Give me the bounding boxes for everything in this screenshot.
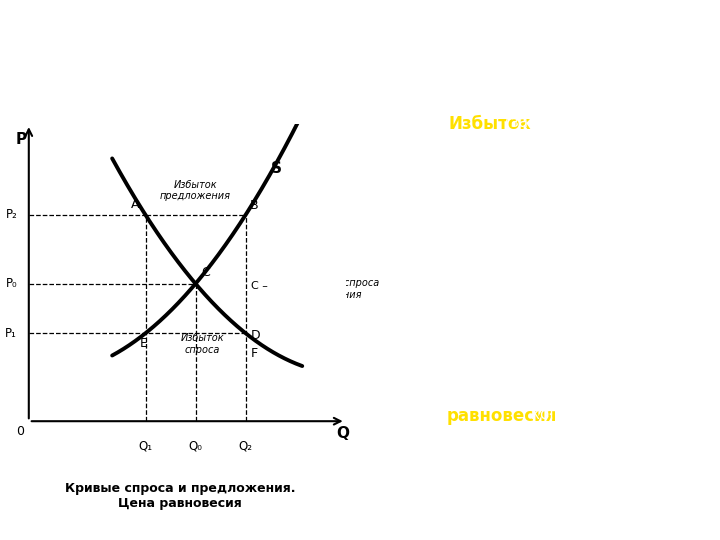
Text: F: F [251,347,258,360]
Text: (затоваривание): (затоваривание) [495,115,638,130]
Text: уровне цен: уровне цен [495,194,585,210]
Text: Кривые спроса и предложения.
Цена равновесия: Кривые спроса и предложения. Цена равнов… [65,482,295,510]
Text: P₀: P₀ [6,277,17,290]
Text: Q₂: Q₂ [238,439,253,452]
Text: A: A [131,198,140,211]
Text: время рынок  достигает: время рынок достигает [441,381,639,396]
Text: , когда объём: , когда объём [521,407,633,422]
Text: C: C [202,266,210,279]
Text: предложения примерно: предложения примерно [442,434,638,449]
Text: Механизм цен – формирование и изменение рыночной
цены в результате согласования : Механизм цен – формирование и изменение … [42,14,678,84]
Text: Q₁: Q₁ [138,439,153,452]
Text: P₂: P₂ [5,208,17,221]
Text: C –: C – [251,281,267,292]
Text: E: E [140,338,148,350]
Text: S: S [271,161,282,176]
Text: предлагают к продаже: предлагают к продаже [445,248,635,263]
Text: Избыток: Избыток [448,115,531,133]
Text: когда при существующем: когда при существующем [434,168,646,183]
Text: точка
равновесия спроса
и предложения: точка равновесия спроса и предложения [281,267,379,300]
Text: Q₀: Q₀ [189,439,202,452]
Text: чем потребители готовы: чем потребители готовы [439,301,641,317]
Text: P: P [15,132,27,147]
Text: D: D [251,329,260,342]
Text: Избыток
спроса: Избыток спроса [181,333,224,355]
Text: 0: 0 [17,425,24,438]
Text: B: B [250,199,258,212]
Text: равновесия: равновесия [446,407,557,425]
Text: На непродолжительное: На непродолжительное [443,354,637,369]
Text: ситуация вновь меняется.: ситуация вновь меняется. [434,487,646,502]
Text: производители/продавцы: производители/продавцы [435,221,645,236]
Text: – рыночная ситуация,: – рыночная ситуация, [452,141,628,157]
Text: Q: Q [336,426,348,441]
Text: Избыток
предложения: Избыток предложения [160,180,231,201]
Text: приобрести по такой цене.: приобрести по такой цене. [430,327,650,343]
Text: равен спросу, но затем: равен спросу, но затем [446,460,634,475]
Text: больший объем товаров,: больший объем товаров, [439,274,641,291]
Text: P₁: P₁ [5,327,17,340]
